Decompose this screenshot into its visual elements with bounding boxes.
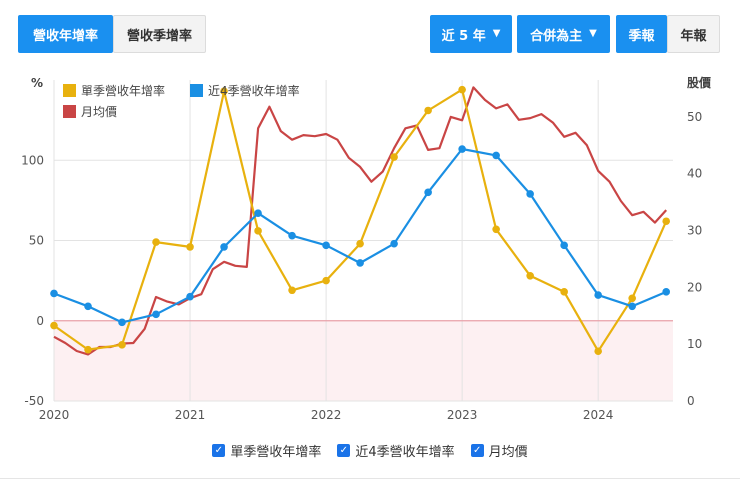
checkbox-checked-icon: ✓ — [470, 444, 484, 457]
legend-label-rolling-4q-yoy: 近4季營收年增率 — [355, 445, 455, 460]
data-point-rolling_4q_yoy — [424, 188, 432, 197]
legend-label-monthly-price: 月均價 — [488, 445, 528, 460]
data-point-rolling_4q_yoy — [84, 302, 92, 311]
data-point-rolling_4q_yoy — [390, 239, 398, 248]
data-point-rolling_4q_yoy — [662, 288, 670, 296]
data-point-rolling_4q_yoy — [594, 291, 602, 299]
y-tick-left: 50 — [29, 234, 44, 248]
data-point-quarterly_yoy — [288, 286, 296, 295]
legend-toggle-rolling-4q-yoy[interactable]: ✓ 近4季營收年增率 — [337, 441, 455, 460]
data-point-quarterly_yoy — [50, 321, 58, 330]
x-tick: 2023 — [447, 408, 478, 420]
data-point-quarterly_yoy — [662, 217, 670, 226]
y-tick-right: 50 — [687, 110, 702, 124]
divider — [0, 478, 740, 479]
chevron-down-icon: ▼ — [589, 27, 597, 39]
data-point-quarterly_yoy — [458, 85, 466, 94]
series-line-monthly_price — [53, 86, 668, 356]
freq-quarterly-button[interactable]: 季報 — [616, 15, 667, 53]
tab-revenue-yoy[interactable]: 營收年增率 — [18, 15, 113, 53]
legend-label-monthly_price: 月均價 — [81, 105, 117, 119]
x-tick: 2024 — [583, 408, 614, 420]
legend-label-quarterly-yoy: 單季營收年增率 — [230, 445, 322, 460]
y-tick-right: 20 — [687, 280, 702, 294]
data-point-rolling_4q_yoy — [526, 190, 534, 198]
legend-label-rolling_4q_yoy: 近4季營收年增率 — [208, 83, 300, 98]
data-point-quarterly_yoy — [492, 225, 500, 234]
chevron-down-icon: ▼ — [492, 27, 501, 39]
data-point-quarterly_yoy — [390, 153, 398, 161]
data-point-rolling_4q_yoy — [492, 151, 500, 160]
checkbox-checked-icon: ✓ — [337, 444, 351, 457]
legend-toggle-quarterly-yoy[interactable]: ✓ 單季營收年增率 — [212, 441, 321, 460]
data-point-rolling_4q_yoy — [356, 259, 364, 267]
data-point-rolling_4q_yoy — [254, 209, 262, 218]
data-point-rolling_4q_yoy — [152, 310, 160, 319]
y-tick-left: 0 — [36, 314, 44, 328]
data-point-rolling_4q_yoy — [118, 318, 126, 327]
legend-toggle-monthly-price[interactable]: ✓ 月均價 — [470, 441, 528, 460]
legend-label-quarterly_yoy: 單季營收年增率 — [81, 83, 165, 98]
legend-swatch-monthly_price — [63, 105, 76, 118]
data-point-rolling_4q_yoy — [186, 292, 194, 301]
scope-dropdown[interactable]: 合併為主 ▼ — [517, 15, 610, 53]
freq-annual-button[interactable]: 年報 — [667, 15, 720, 53]
data-point-quarterly_yoy — [526, 272, 534, 280]
data-point-quarterly_yoy — [594, 347, 602, 356]
data-point-quarterly_yoy — [186, 243, 194, 251]
x-tick: 2022 — [311, 408, 342, 420]
checkbox-checked-icon: ✓ — [212, 444, 226, 457]
data-point-quarterly_yoy — [254, 227, 262, 235]
data-point-quarterly_yoy — [628, 294, 636, 303]
data-point-rolling_4q_yoy — [50, 289, 58, 298]
right-axis-label: 股價 — [687, 75, 712, 90]
data-point-quarterly_yoy — [220, 87, 228, 96]
revenue-growth-chart: -50 0 50 100 2020 2021 2022 2023 2024 0 10 20 30 40 50… — [21, 75, 712, 420]
data-point-rolling_4q_yoy — [458, 145, 466, 153]
left-axis-label: % — [31, 76, 43, 90]
negative-region — [54, 320, 673, 401]
data-point-quarterly_yoy — [424, 106, 432, 115]
x-tick: 2020 — [39, 408, 70, 420]
y-tick-right: 40 — [687, 167, 702, 181]
y-tick-left: 100 — [21, 153, 44, 167]
tab-revenue-qoq[interactable]: 營收季增率 — [113, 15, 206, 53]
series-line-quarterly_yoy — [53, 88, 668, 353]
scope-dropdown-label: 合併為主 — [530, 28, 583, 44]
y-tick-right: 30 — [687, 224, 702, 238]
y-tick-right: 0 — [687, 394, 695, 408]
data-point-quarterly_yoy — [84, 345, 92, 354]
data-point-rolling_4q_yoy — [560, 241, 568, 250]
data-point-rolling_4q_yoy — [220, 243, 228, 251]
legend-swatch-rolling_4q_yoy — [190, 84, 203, 97]
data-point-quarterly_yoy — [560, 288, 568, 296]
legend-swatch-quarterly_yoy — [63, 84, 76, 97]
bottom-legend: ✓ 單季營收年增率 ✓ 近4季營收年增率 ✓ 月均價 — [0, 441, 740, 460]
data-point-quarterly_yoy — [152, 238, 160, 246]
x-tick: 2021 — [175, 408, 206, 420]
period-dropdown-label: 近 5 年 — [441, 28, 486, 44]
period-dropdown[interactable]: 近 5 年 ▼ — [430, 15, 512, 53]
data-point-quarterly_yoy — [356, 239, 364, 248]
data-point-rolling_4q_yoy — [288, 231, 296, 240]
y-tick-left: -50 — [24, 394, 44, 408]
data-point-rolling_4q_yoy — [322, 241, 330, 250]
data-point-quarterly_yoy — [118, 341, 126, 349]
series-line-rolling_4q_yoy — [53, 147, 667, 324]
data-point-rolling_4q_yoy — [628, 302, 636, 311]
y-tick-right: 10 — [687, 337, 702, 351]
data-point-quarterly_yoy — [322, 276, 330, 285]
